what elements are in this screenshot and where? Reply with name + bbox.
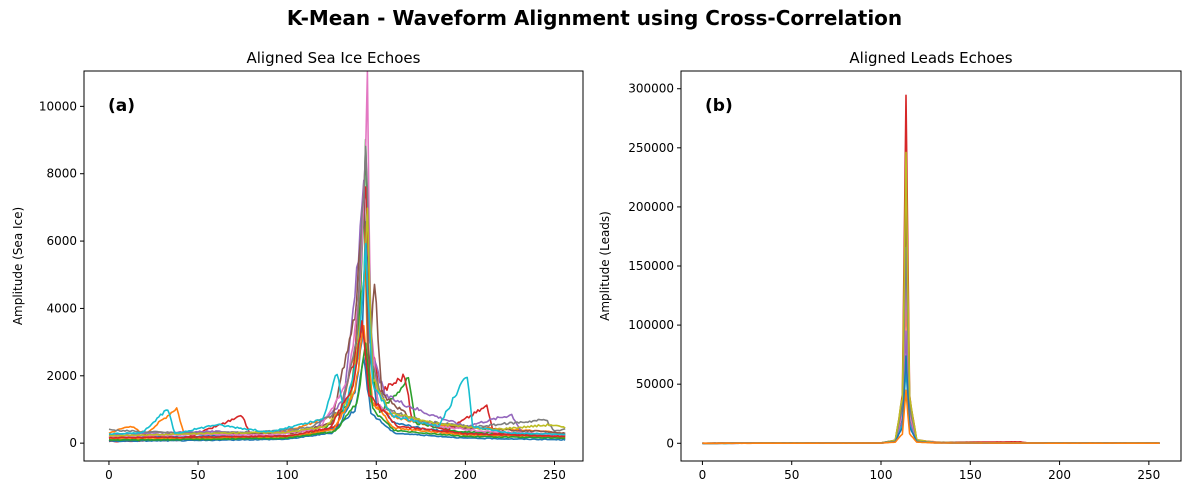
series-line (702, 330, 1160, 445)
series-line (109, 325, 566, 441)
series-line (108, 356, 566, 443)
series-line (108, 71, 566, 438)
y-tick-label: 4000 (46, 301, 77, 315)
x-tick-label: 100 (870, 468, 893, 482)
x-tick-label: 0 (699, 468, 707, 482)
series-line (702, 174, 1160, 445)
y-tick-label: 6000 (46, 234, 77, 248)
panel-label: (b) (705, 96, 733, 116)
y-tick-label: 8000 (46, 167, 77, 181)
y-tick-label: 10000 (39, 99, 77, 113)
series-line (702, 194, 1160, 445)
series-line (702, 275, 1160, 445)
x-tick-label: 50 (190, 468, 205, 482)
y-axis-label: Amplitude (Sea Ice) (11, 207, 25, 325)
x-tick-label: 150 (959, 468, 982, 482)
series-line (702, 271, 1160, 445)
series-line (108, 320, 566, 439)
axes-frame (83, 70, 584, 462)
series-line (108, 242, 566, 436)
axes-title: Aligned Leads Echoes (849, 49, 1012, 67)
panel-label: (a) (108, 96, 135, 116)
x-tick-label: 0 (105, 468, 113, 482)
y-tick-label: 200000 (628, 200, 674, 214)
x-tick-label: 250 (1137, 468, 1160, 482)
x-tick-label: 200 (454, 468, 477, 482)
x-tick-label: 250 (543, 468, 566, 482)
axes-frame (680, 70, 1182, 462)
figure-title: K-Mean - Waveform Alignment using Cross-… (286, 6, 903, 30)
y-tick-label: 250000 (628, 141, 674, 155)
y-tick-label: 0 (69, 436, 77, 450)
series-line (702, 355, 1160, 445)
y-axis-label: Amplitude (Leads) (598, 211, 612, 321)
y-tick-label: 100000 (628, 318, 674, 332)
series-line (108, 342, 566, 442)
x-tick-label: 200 (1048, 468, 1071, 482)
x-tick-label: 50 (784, 468, 799, 482)
series-line (702, 151, 1160, 445)
axes-title: Aligned Sea Ice Echoes (247, 49, 421, 67)
x-tick-label: 150 (365, 468, 388, 482)
x-tick-label: 100 (276, 468, 299, 482)
series-line (702, 94, 1160, 445)
y-tick-label: 150000 (628, 259, 674, 273)
series-line (702, 367, 1160, 445)
y-tick-label: 300000 (628, 82, 674, 96)
y-tick-label: 2000 (46, 369, 77, 383)
y-tick-label: 50000 (636, 377, 674, 391)
series-line (702, 247, 1160, 445)
series-line (702, 301, 1160, 445)
series-line (702, 389, 1160, 445)
y-tick-label: 0 (666, 436, 674, 450)
